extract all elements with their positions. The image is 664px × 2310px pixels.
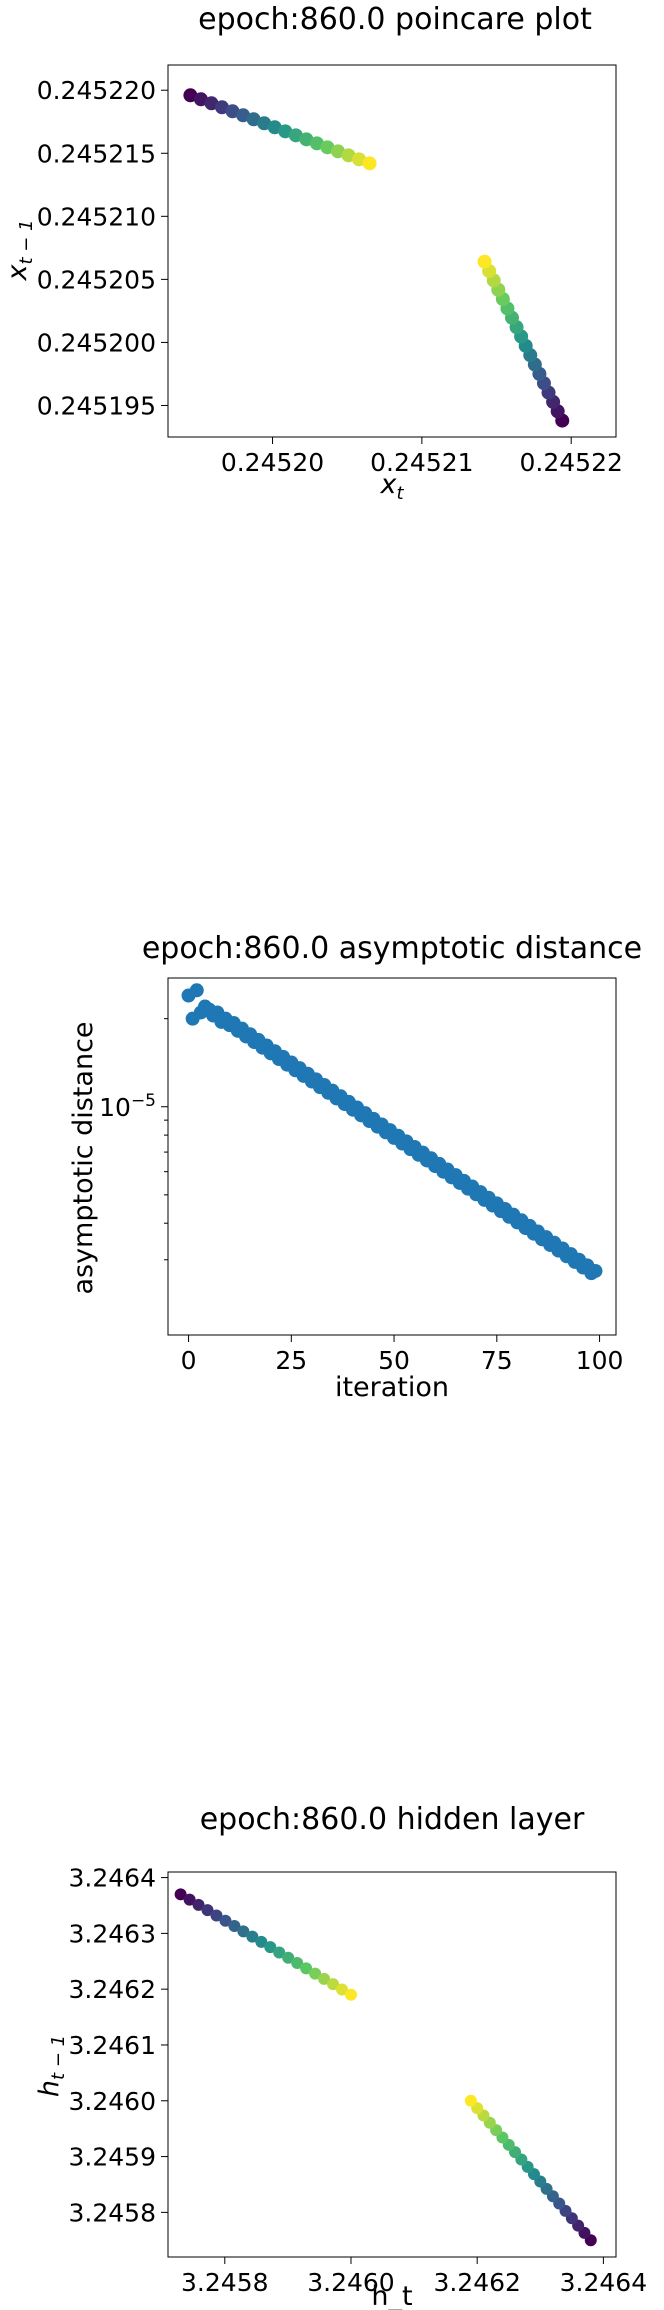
y-tick-label: 3.2459 [69, 2143, 156, 2172]
y-tick-label: 3.2464 [69, 1864, 156, 1893]
axis-ticks: 3.2458 3.2460 3.2462 3.2464 3.2458 3.2459 3.24… [69, 1864, 648, 2297]
data-point [246, 1930, 259, 1943]
plot-frame [167, 64, 617, 438]
x-tick-label: 0.24522 [520, 448, 623, 477]
x-tick-label: 0 [181, 1346, 197, 1375]
x-tick-label: 0.24520 [221, 448, 324, 477]
x-tick-label: 75 [481, 1346, 513, 1375]
x-tick-label: 50 [378, 1346, 410, 1375]
x-tick-label: 25 [275, 1346, 307, 1375]
data-point [341, 148, 356, 163]
data-point [362, 156, 377, 171]
y-tick-label: 0.245215 [37, 139, 156, 168]
data-point [267, 120, 282, 135]
data-point [320, 140, 335, 155]
data-point [183, 1893, 196, 1906]
data-point [255, 1935, 268, 1948]
chart-title: epoch:860.0 asymptotic distance [142, 931, 642, 966]
data-point [344, 1988, 357, 2001]
data-point [237, 1925, 250, 1938]
data-point [291, 1957, 304, 1970]
data-point [228, 1920, 241, 1933]
x-axis-label: iteration [335, 1372, 449, 1403]
chart-title: epoch:860.0 hidden layer [200, 1802, 585, 1837]
y-tick-label: 0.245210 [37, 202, 156, 231]
x-axis-label: h_t [371, 2281, 412, 2310]
chart-title: epoch:860.0 poincare plot [198, 2, 592, 37]
data-point [183, 88, 198, 103]
y-tick-label: 0.245205 [37, 265, 156, 294]
x-tick-label: 100 [576, 1346, 624, 1375]
data-point [215, 100, 230, 115]
data-point [278, 124, 293, 139]
data-point [330, 144, 345, 159]
data-point [327, 1978, 340, 1991]
axis-ticks: 0.24520 0.24521 0.24522 0.245195 0.245200 0.2… [37, 76, 623, 477]
y-axis-label: xt − 1 [2, 219, 37, 281]
y-axis-label: ht − 1 [34, 2035, 69, 2097]
data-point [477, 254, 492, 269]
y-tick-label: 0.245195 [37, 391, 156, 420]
data-point [588, 1263, 603, 1278]
y-tick-label: 10−5 [99, 1091, 156, 1122]
data-point [318, 1972, 331, 1985]
data-point [189, 983, 204, 998]
y-axis-label: asymptotic distance [68, 1021, 99, 1294]
data-point [464, 2094, 477, 2107]
data-point [273, 1946, 286, 1959]
data-point [192, 1898, 205, 1911]
poincare-plot-chart: epoch:860.0 poincare plot 0.24520 0.24521… [2, 2, 623, 504]
y-tick-label: 3.2462 [69, 1975, 156, 2004]
data-point [282, 1951, 295, 1964]
data-point [299, 132, 314, 147]
x-tick-label: 3.2460 [307, 2268, 394, 2297]
data-point [210, 1909, 223, 1922]
y-tick-label: 0.245200 [37, 328, 156, 357]
data-point [300, 1962, 313, 1975]
data-point [257, 116, 272, 131]
data-points [174, 1888, 597, 2247]
y-tick-label: 3.2461 [69, 2031, 156, 2060]
y-tick-label: 3.2460 [69, 2087, 156, 2116]
data-point [309, 136, 324, 151]
hidden-layer-chart: epoch:860.0 hidden layer 3.2458 3.2460 3.2… [34, 1802, 647, 2310]
x-tick-label: 3.2462 [433, 2268, 520, 2297]
data-point [219, 1914, 232, 1927]
data-point [336, 1983, 349, 1996]
data-point [174, 1888, 187, 1901]
asymptotic-distance-chart: epoch:860.0 asymptotic distance 0 25 50 75 1… [68, 931, 642, 1403]
data-points [183, 88, 570, 428]
data-point [352, 152, 367, 167]
data-point [288, 128, 303, 143]
data-point [225, 104, 240, 119]
data-point [236, 108, 251, 123]
axis-ticks: 0 25 50 75 100 10−5 [99, 1018, 624, 1375]
data-point [201, 1904, 214, 1917]
y-tick-label: 3.2458 [69, 2198, 156, 2227]
x-tick-label: 3.2458 [181, 2268, 268, 2297]
y-tick-label: 3.2463 [69, 1919, 156, 1948]
data-point [193, 92, 208, 107]
data-point [204, 96, 219, 111]
data-point [264, 1941, 277, 1954]
y-tick-label: 0.245220 [37, 76, 156, 105]
plot-frame [167, 1871, 617, 2258]
plot-frame [167, 977, 617, 1336]
data-point [246, 112, 261, 127]
data-points [181, 983, 603, 1281]
data-point [309, 1967, 322, 1980]
x-tick-label: 0.24521 [370, 448, 473, 477]
x-tick-label: 3.2464 [560, 2268, 647, 2297]
